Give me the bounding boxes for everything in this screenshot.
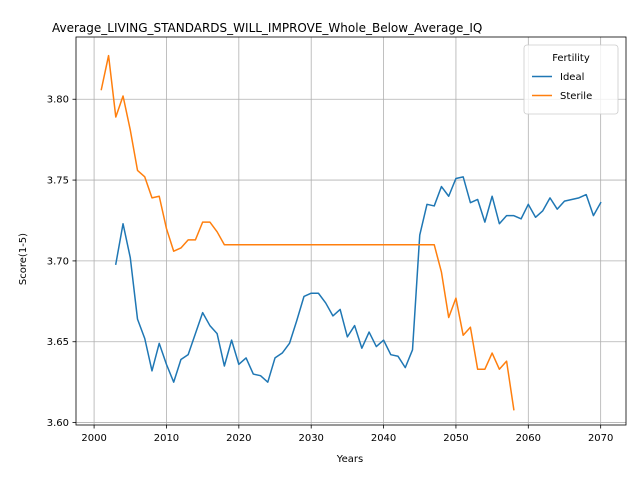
x-tick-label: 2020 bbox=[226, 433, 251, 444]
x-tick-label: 2000 bbox=[81, 433, 106, 444]
y-tick-label: 3.60 bbox=[47, 418, 69, 429]
y-tick-label: 3.80 bbox=[47, 95, 69, 106]
x-tick-label: 2070 bbox=[588, 433, 613, 444]
legend-label-sterile: Sterile bbox=[560, 91, 592, 102]
y-tick-label: 3.75 bbox=[47, 176, 69, 187]
legend-label-ideal: Ideal bbox=[560, 72, 584, 83]
y-tick-label: 3.65 bbox=[47, 337, 69, 348]
x-tick-label: 2030 bbox=[298, 433, 323, 444]
legend-title: Fertility bbox=[552, 53, 590, 64]
y-tick-label: 3.70 bbox=[47, 256, 69, 267]
y-axis-label: Score(1-5) bbox=[18, 233, 29, 285]
x-axis-label: Years bbox=[336, 454, 363, 465]
x-tick-label: 2040 bbox=[371, 433, 396, 444]
chart-title: Average_LIVING_STANDARDS_WILL_IMPROVE_Wh… bbox=[52, 21, 482, 35]
x-tick-label: 2010 bbox=[154, 433, 179, 444]
x-tick-label: 2050 bbox=[443, 433, 468, 444]
legend: Fertility Ideal Sterile bbox=[524, 45, 618, 114]
x-tick-label: 2060 bbox=[516, 433, 541, 444]
